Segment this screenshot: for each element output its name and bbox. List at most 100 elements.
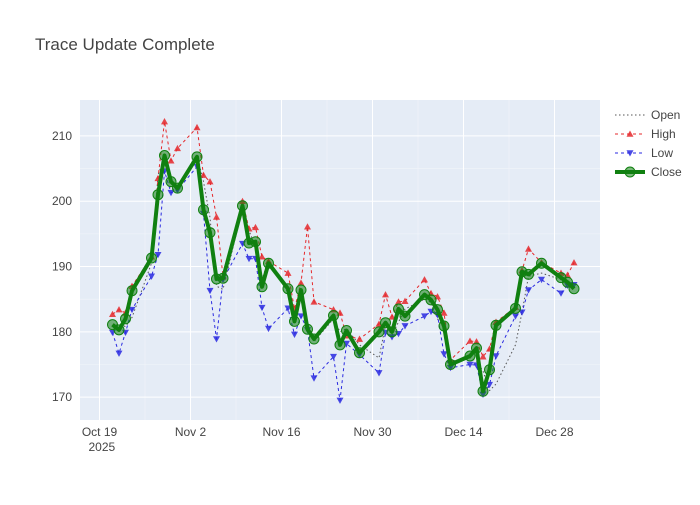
- legend-swatch-marker: [626, 150, 634, 157]
- data-point-high: [109, 310, 116, 318]
- data-point-high: [395, 298, 402, 305]
- data-point-high: [115, 306, 123, 313]
- data-point-low: [291, 331, 298, 338]
- legend[interactable]: Open High Low Close: [615, 108, 682, 179]
- chart-title: Trace Update Complete: [35, 35, 215, 54]
- data-point-low: [466, 361, 474, 368]
- data-point-low: [486, 381, 493, 389]
- legend-label: Close: [651, 165, 682, 179]
- data-point-low: [154, 251, 162, 259]
- data-point-close: [146, 252, 157, 264]
- data-point-close: [523, 268, 534, 280]
- data-point-close: [477, 385, 489, 397]
- data-point-high: [193, 123, 201, 131]
- data-point-high: [252, 223, 259, 231]
- data-point-close: [120, 313, 131, 325]
- data-point-close: [126, 285, 138, 297]
- data-point-close: [399, 310, 411, 322]
- data-point-high: [356, 335, 363, 342]
- data-point-low: [421, 313, 428, 320]
- data-point-high: [310, 298, 318, 305]
- data-point-high: [297, 279, 305, 286]
- legend-label: Open: [651, 108, 680, 122]
- data-point-close: [250, 236, 261, 248]
- x-tick-label: Nov 16: [262, 425, 300, 439]
- legend-swatch-marker: [626, 130, 634, 137]
- data-point-high: [213, 213, 220, 220]
- data-point-close: [334, 339, 346, 351]
- x-tick-label: Nov 30: [353, 425, 391, 439]
- data-point-low: [440, 351, 448, 358]
- data-point-close: [302, 323, 313, 335]
- data-point-close: [354, 347, 365, 359]
- data-point-close: [159, 150, 170, 162]
- data-point-close: [165, 176, 177, 188]
- plot-area: [80, 100, 600, 420]
- data-point-low: [401, 323, 409, 330]
- x-tick-label: Dec 14: [444, 425, 482, 439]
- legend-label: High: [651, 127, 676, 141]
- legend-item-high[interactable]: High: [615, 127, 676, 141]
- legend-item-close[interactable]: Close: [615, 165, 682, 179]
- data-point-close: [282, 283, 294, 295]
- data-point-low: [206, 287, 214, 295]
- data-point-high: [284, 269, 292, 276]
- data-point-close: [152, 189, 164, 201]
- data-point-high: [206, 178, 214, 185]
- data-point-high: [382, 291, 389, 298]
- y-tick-label: 190: [52, 260, 72, 274]
- data-point-close: [425, 294, 437, 306]
- data-point-close: [471, 342, 482, 354]
- data-point-close: [438, 320, 450, 332]
- data-point-high: [161, 118, 168, 125]
- data-point-close: [510, 302, 521, 314]
- series-close: [107, 150, 580, 397]
- data-point-close: [256, 281, 268, 293]
- data-point-low: [128, 306, 136, 314]
- data-point-close: [568, 283, 580, 295]
- legend-label: Low: [651, 146, 673, 160]
- data-point-high: [421, 276, 428, 283]
- data-point-low: [375, 370, 383, 377]
- legend-item-low[interactable]: Low: [615, 146, 673, 160]
- data-point-low: [525, 287, 532, 294]
- data-point-low: [492, 353, 500, 360]
- y-tick-label: 210: [52, 129, 72, 143]
- data-point-close: [263, 257, 274, 269]
- data-point-close: [328, 310, 339, 322]
- x-tick-label: Dec 28: [535, 425, 573, 439]
- data-point-low: [538, 276, 545, 284]
- data-point-high: [479, 353, 487, 360]
- data-point-close: [562, 276, 573, 288]
- legend-item-open[interactable]: Open: [615, 108, 680, 122]
- data-point-close: [113, 324, 125, 336]
- data-point-close: [217, 272, 229, 284]
- data-point-close: [445, 358, 456, 370]
- data-point-close: [536, 257, 547, 269]
- data-point-close: [289, 315, 300, 327]
- data-point-low: [245, 255, 253, 263]
- data-point-close: [432, 304, 443, 316]
- series-layer: [107, 118, 580, 404]
- data-point-low: [115, 350, 123, 357]
- data-point-high: [466, 337, 474, 344]
- data-point-close: [191, 151, 203, 163]
- data-point-low: [213, 336, 220, 343]
- data-point-low: [310, 375, 318, 382]
- data-point-close: [204, 227, 216, 239]
- data-point-close: [172, 182, 183, 194]
- y-tick-label: 180: [52, 325, 72, 339]
- y-tick-label: 170: [52, 390, 72, 404]
- data-point-low: [330, 353, 337, 361]
- data-point-low: [336, 397, 344, 404]
- data-point-high: [304, 223, 311, 230]
- data-point-close: [393, 303, 404, 315]
- data-point-high: [570, 259, 578, 266]
- data-point-high: [200, 171, 207, 178]
- x-tick-sublabel: 2025: [89, 440, 116, 454]
- data-point-high: [167, 157, 175, 164]
- legend-swatch-marker: [624, 166, 636, 178]
